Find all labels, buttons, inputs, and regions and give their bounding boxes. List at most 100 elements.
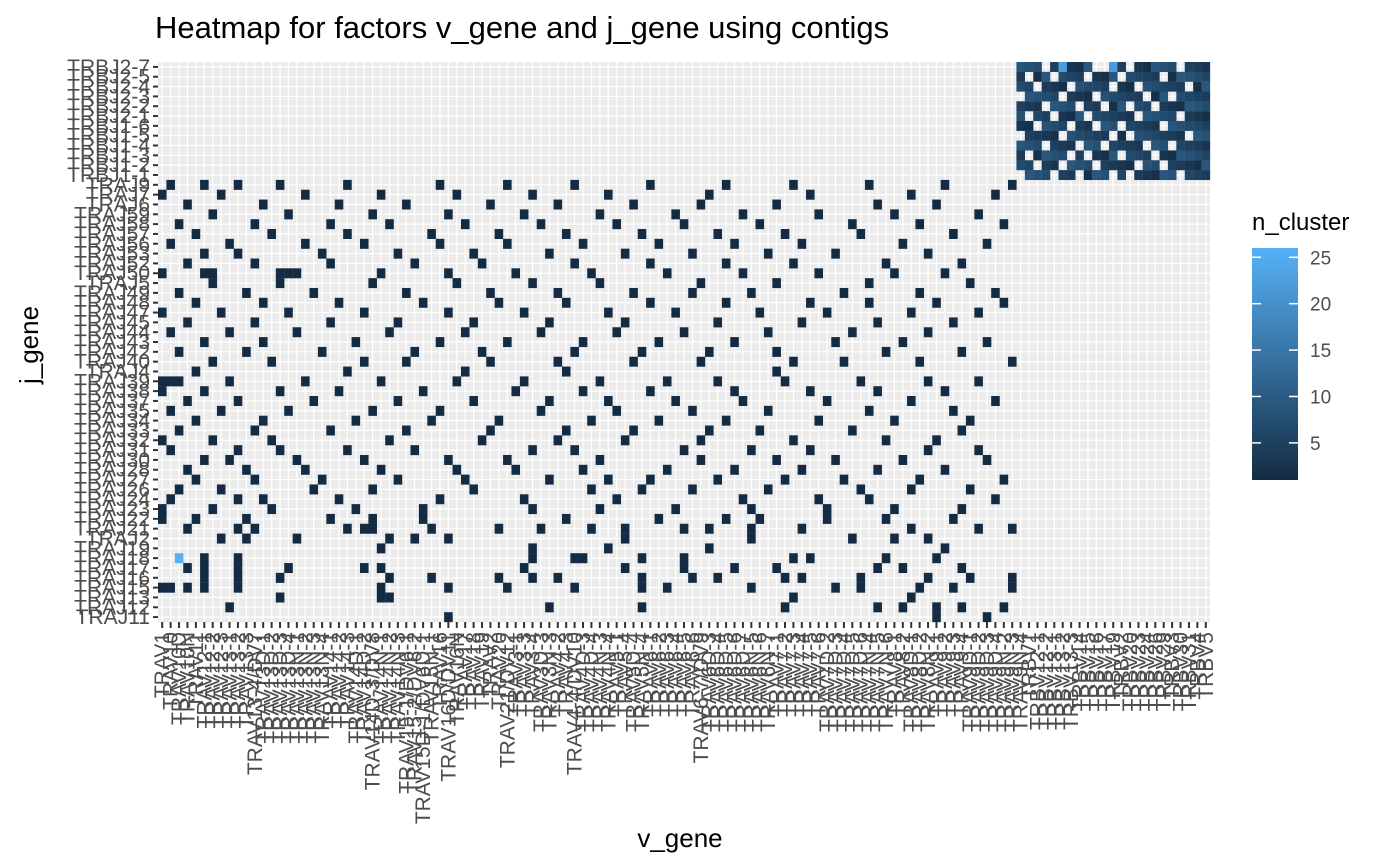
- heatmap-cell: [587, 484, 596, 495]
- heatmap-cell: [991, 189, 1000, 200]
- heatmap-cell: [991, 287, 1000, 298]
- heatmap-cell: [444, 533, 453, 544]
- heatmap-cell: [1109, 150, 1118, 161]
- heatmap-cell: [932, 199, 941, 210]
- heatmap-cell: [1184, 160, 1194, 171]
- heatmap-cell: [267, 356, 276, 367]
- heatmap-cell: [469, 484, 478, 495]
- heatmap-cell: [637, 346, 647, 357]
- heatmap-cell: [1184, 91, 1194, 102]
- heatmap-cell: [200, 582, 209, 593]
- x-tick-label: TRAV6D-6: [723, 632, 746, 732]
- heatmap-cell: [620, 533, 630, 544]
- heatmap-cell: [561, 425, 571, 436]
- heatmap-cell: [713, 572, 723, 583]
- heatmap-cell: [839, 474, 849, 485]
- heatmap-cell: [890, 209, 899, 220]
- heatmap-cell: [1142, 71, 1152, 82]
- heatmap-cell: [629, 199, 638, 210]
- heatmap-cell: [890, 415, 899, 426]
- y-tick-label: TRBJ1-5: [67, 125, 150, 148]
- heatmap-cell: [301, 238, 310, 249]
- heatmap-cell: [806, 297, 815, 308]
- x-tick-label: TRBV1: [1018, 632, 1041, 700]
- x-tick-label: TRAV17: [454, 632, 477, 710]
- heatmap-cell: [158, 189, 167, 200]
- heatmap-cell: [864, 297, 874, 308]
- heatmap-cell: [730, 386, 739, 397]
- y-tick-label: TRAJ15: [74, 577, 150, 600]
- y-tick-label: TRAJ30: [74, 449, 150, 472]
- heatmap-cell: [444, 582, 453, 593]
- x-tick-label: TRAV5N-4: [631, 632, 654, 732]
- heatmap-cell: [1008, 582, 1017, 593]
- heatmap-cell: [570, 553, 579, 564]
- heatmap-cell: [831, 454, 840, 465]
- heatmap-cell: [1184, 170, 1194, 181]
- x-tick-label: TRAV9D-4: [984, 632, 1007, 732]
- heatmap-cell: [343, 445, 352, 456]
- heatmap-cell: [174, 425, 184, 436]
- heatmap-cell: [1176, 130, 1185, 141]
- heatmap-cell: [368, 523, 377, 534]
- heatmap-cell: [1066, 62, 1076, 72]
- x-tick-label: TRBV26: [1144, 632, 1167, 711]
- x-tick-label: TRAV9-3: [942, 632, 965, 717]
- heatmap-cell: [688, 484, 697, 495]
- heatmap-cell: [1134, 62, 1143, 72]
- heatmap-cell: [183, 396, 192, 407]
- heatmap-cell: [486, 199, 495, 210]
- x-tick-label: TRAV18: [463, 632, 486, 710]
- heatmap-cell: [275, 592, 285, 603]
- heatmap-cell: [604, 543, 613, 554]
- y-tick-label: TRAJ56: [74, 233, 150, 256]
- heatmap-cell: [326, 425, 335, 436]
- heatmap-cell: [402, 425, 411, 436]
- heatmap-cell: [797, 572, 807, 583]
- heatmap-cell: [679, 219, 689, 230]
- y-tick-label: TRAJ39: [74, 370, 150, 393]
- heatmap-cell: [1075, 120, 1084, 131]
- heatmap-cell: [1134, 71, 1143, 82]
- x-tick-label: TRBV13-3: [1060, 632, 1083, 730]
- heatmap-cell: [662, 464, 672, 475]
- x-tick-label: TRAV7D-4: [833, 632, 856, 732]
- heatmap-cell: [511, 386, 521, 397]
- heatmap-cell: [1100, 150, 1110, 161]
- heatmap-cell: [982, 454, 992, 465]
- heatmap-cell: [949, 405, 958, 416]
- heatmap-cell: [1050, 150, 1059, 161]
- heatmap-cell: [915, 287, 925, 298]
- heatmap-cell: [317, 474, 327, 485]
- heatmap-cell: [1142, 120, 1152, 131]
- heatmap-cell: [923, 327, 933, 338]
- heatmap-cell: [435, 405, 445, 416]
- heatmap-cell: [166, 445, 175, 456]
- heatmap-cell: [890, 268, 899, 279]
- x-tick-label: TRAV7N-4: [858, 632, 881, 732]
- x-tick-label: TRAV9N-2: [993, 632, 1016, 732]
- heatmap-cell: [183, 563, 192, 574]
- heatmap-cell: [418, 297, 428, 308]
- x-tick-label: TRAV13D-4: [277, 632, 300, 744]
- heatmap-cell: [158, 376, 167, 387]
- heatmap-cell: [1117, 81, 1126, 92]
- heatmap-cell: [898, 337, 908, 348]
- heatmap-cell: [250, 219, 260, 230]
- heatmap-cell: [216, 307, 226, 318]
- heatmap-cell: [915, 474, 925, 485]
- y-tick-label: TRAJ23: [74, 498, 150, 521]
- heatmap-cell: [763, 327, 773, 338]
- y-tick-label: TRAJ2: [86, 527, 150, 550]
- heatmap-cell: [385, 327, 394, 338]
- heatmap-cell: [1176, 91, 1185, 102]
- heatmap-cell: [1134, 140, 1143, 151]
- heatmap-cell: [1050, 120, 1059, 131]
- heatmap-cell: [200, 553, 209, 564]
- heatmap-cell: [1075, 150, 1084, 161]
- x-tick-label: TRAV15N-1: [421, 632, 444, 744]
- heatmap-cell: [873, 464, 882, 475]
- heatmap-cell: [334, 386, 344, 397]
- heatmap-cell: [359, 307, 369, 318]
